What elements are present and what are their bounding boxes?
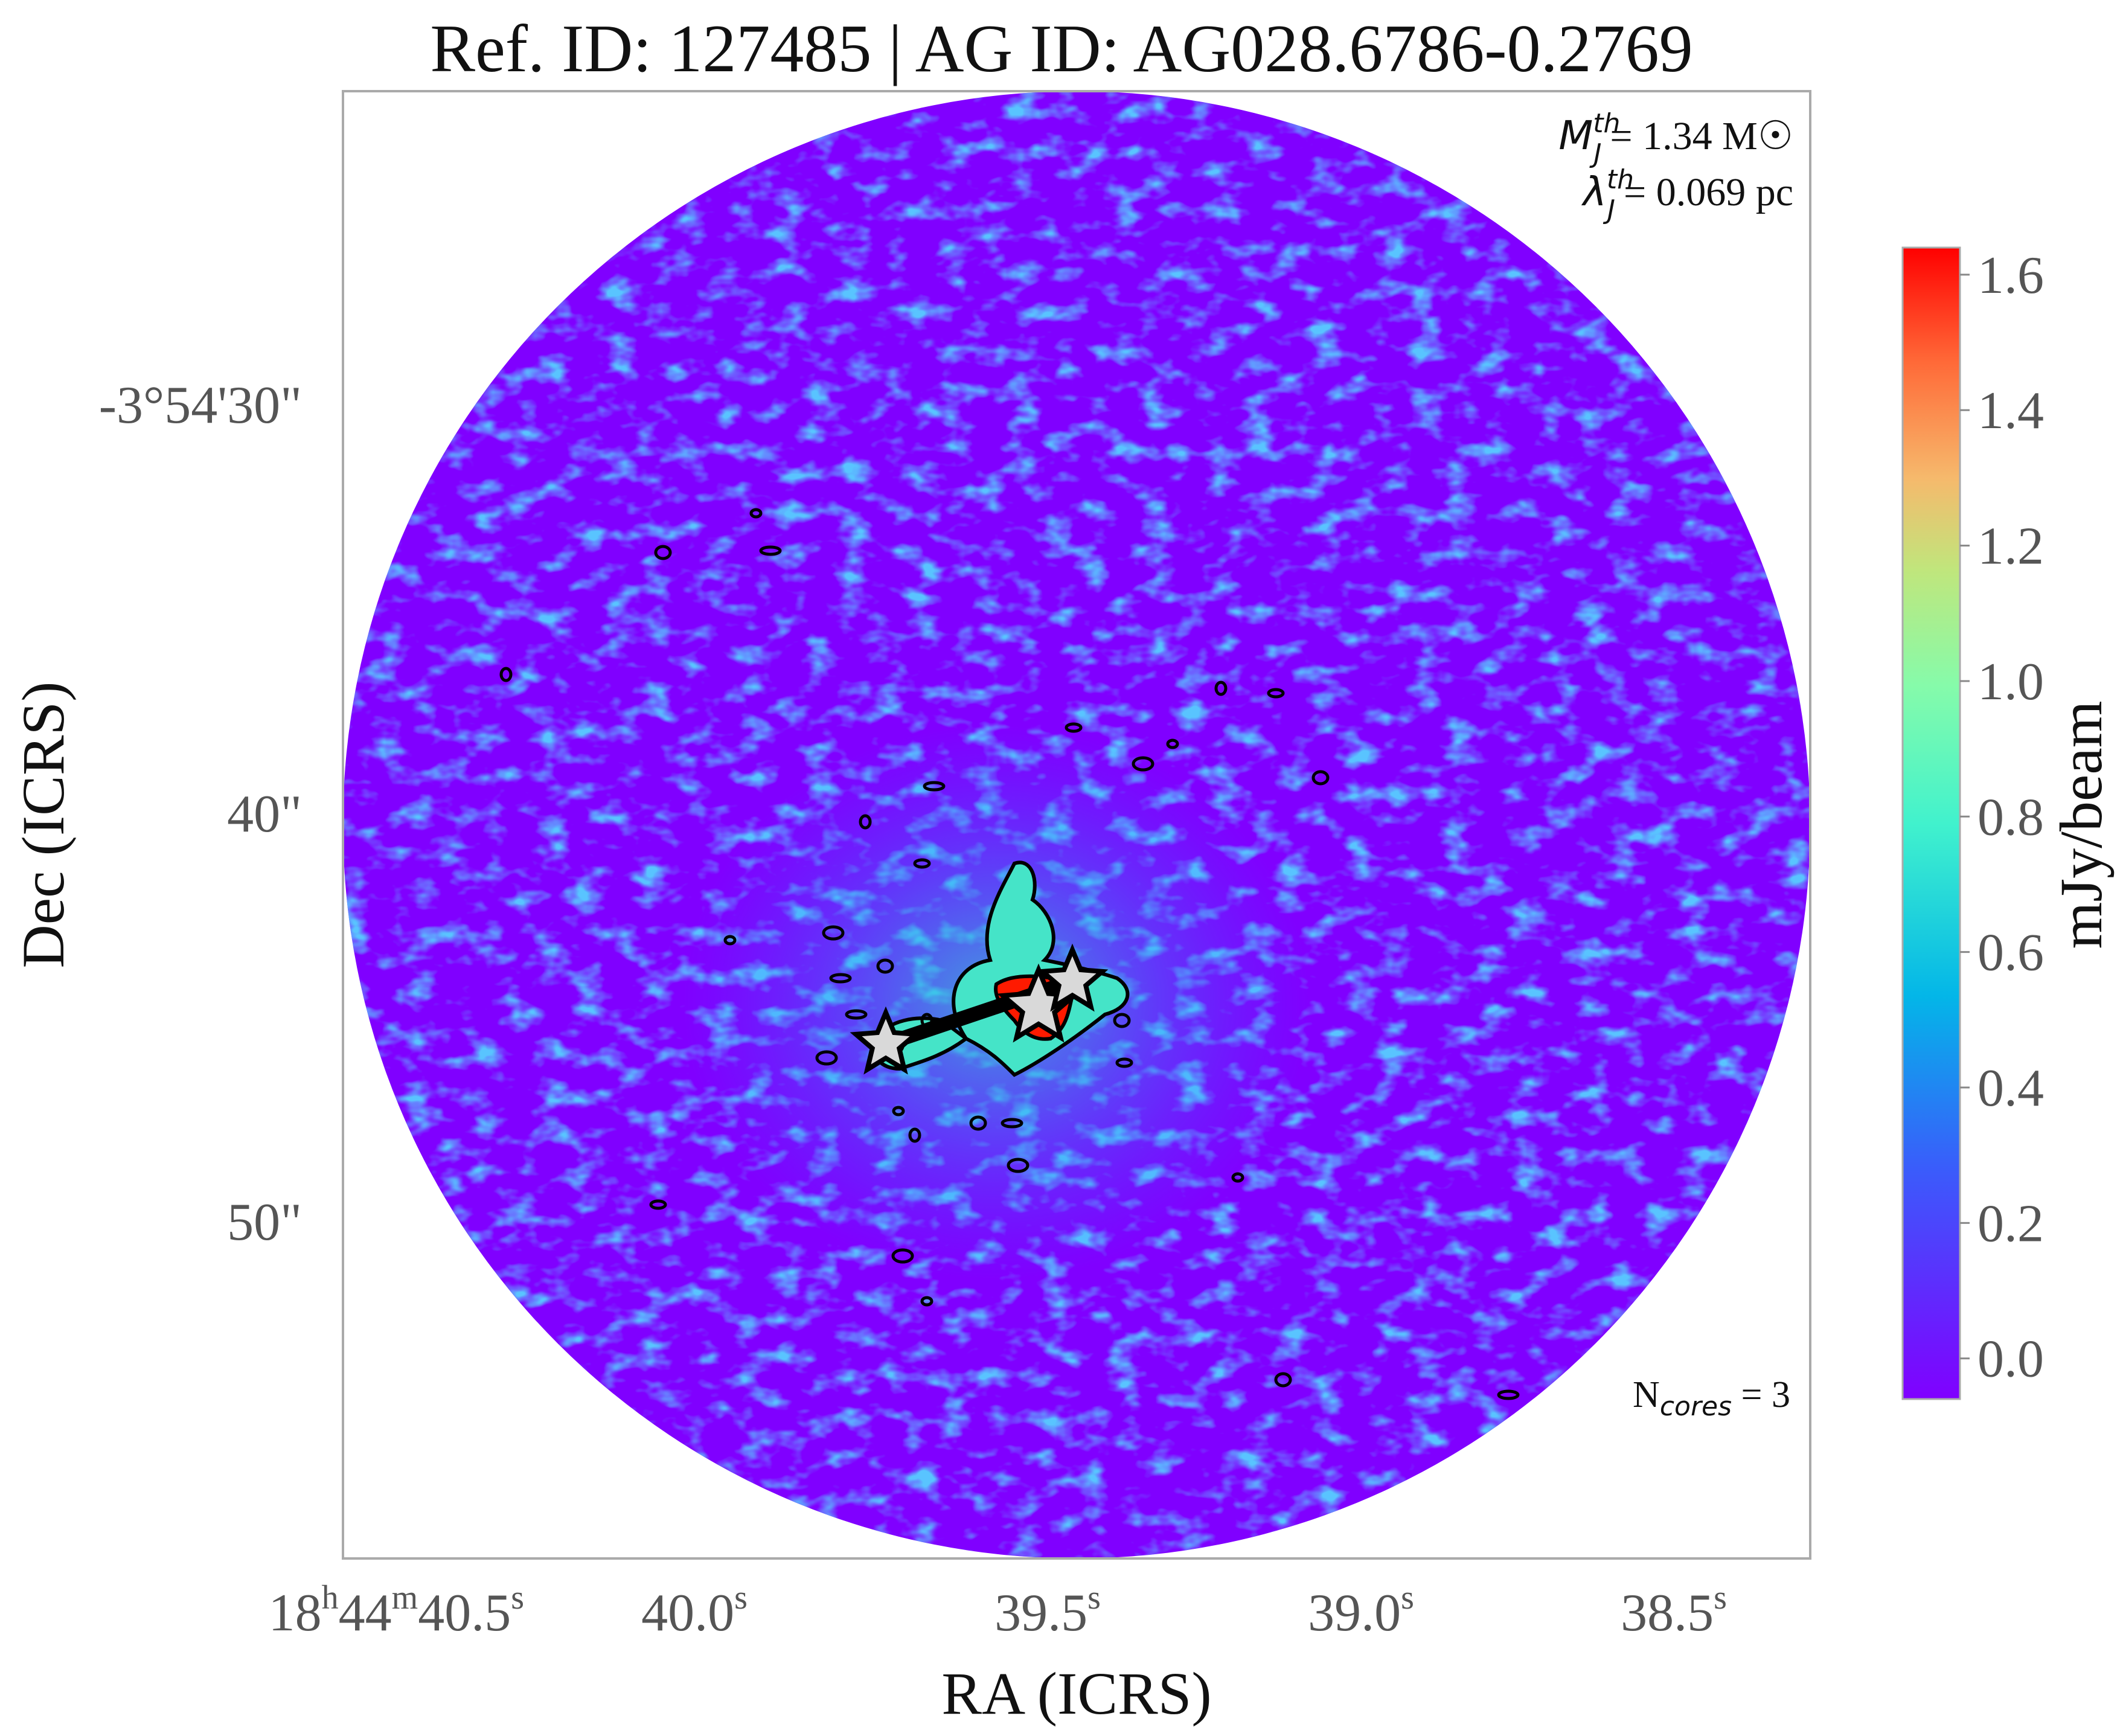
- colorbar-gradient: [1901, 246, 1961, 1400]
- x-tick-label: 40.0s: [641, 1579, 748, 1642]
- contour-island: [822, 925, 845, 941]
- contour-island: [759, 545, 782, 556]
- length-symbol: λ: [1581, 168, 1607, 215]
- contour-island: [1065, 722, 1083, 733]
- ncores-value: = 3: [1732, 1374, 1790, 1415]
- contour-island: [1007, 1158, 1029, 1173]
- contour-island: [1166, 738, 1179, 749]
- colorbar-tick-label: 0.2: [1977, 1194, 2044, 1253]
- colorbar-label: mJy/beam: [2048, 700, 2115, 949]
- colorbar-tick-label: 0.8: [1977, 788, 2044, 847]
- contour-island: [892, 1106, 905, 1116]
- mass-symbol: M: [1558, 112, 1593, 159]
- y-tick-label: -3°54'30": [99, 376, 302, 435]
- colorbar-tick-label: 0.6: [1977, 924, 2044, 982]
- colorbar-tick-label: 0.0: [1977, 1330, 2044, 1389]
- contour-island: [723, 935, 737, 946]
- contour-island: [829, 973, 852, 984]
- contour-island: [923, 781, 946, 792]
- contour-island: [1113, 1013, 1131, 1028]
- y-tick-label: 50": [227, 1193, 302, 1252]
- colorbar-tick-label: 1.4: [1977, 382, 2044, 440]
- colorbar-tick-label: 0.4: [1977, 1059, 2044, 1118]
- jeans-length-annotation: λth J = 0.069 pc: [1581, 164, 1793, 225]
- contour-island: [499, 667, 513, 682]
- colorbar-tick-label: 1.6: [1977, 246, 2044, 305]
- contour-island: [749, 508, 763, 519]
- contour-island: [1274, 1372, 1292, 1388]
- y-tick-label: 40": [227, 785, 302, 844]
- contour-island: [908, 1127, 921, 1143]
- ncores-prefix: N: [1633, 1374, 1660, 1415]
- x-axis-label: RA (ICRS): [941, 1660, 1211, 1727]
- core-markers: [850, 943, 1109, 1075]
- ncores-sub: cores: [1660, 1391, 1732, 1422]
- plot-frame: [342, 90, 1811, 1560]
- contour-island: [891, 1248, 914, 1264]
- contour-island: [649, 1199, 667, 1210]
- contour-islands: [499, 508, 1520, 1400]
- contour-island: [1132, 756, 1154, 772]
- mass-value: = 1.34 M☉: [1610, 114, 1793, 158]
- contour-island: [913, 858, 931, 869]
- chart-title: Ref. ID: 127485 | AG ID: AG028.6786-0.27…: [430, 11, 1692, 86]
- x-tick-label: 39.5s: [994, 1579, 1101, 1642]
- x-tick-label: 39.0s: [1308, 1579, 1414, 1642]
- length-value: = 0.069 pc: [1624, 170, 1793, 214]
- x-tick-label: 18h44m40.5s: [269, 1579, 524, 1642]
- x-tick-label: 38.5s: [1621, 1579, 1727, 1642]
- contour-island: [845, 1009, 868, 1020]
- intensity-map: [343, 91, 1810, 1558]
- length-sup: th: [1607, 164, 1634, 195]
- mass-sup: th: [1593, 108, 1620, 139]
- contour-island: [969, 1115, 987, 1131]
- contour-island: [1214, 681, 1228, 696]
- core-star-marker: [1036, 943, 1109, 1012]
- contour-island: [920, 1296, 933, 1307]
- contour-island: [1115, 1057, 1133, 1068]
- y-axis-label: Dec (ICRS): [10, 682, 77, 969]
- contour-island: [654, 545, 672, 560]
- contour-island: [1267, 688, 1285, 699]
- contour-island: [1001, 1118, 1023, 1129]
- jeans-mass-annotation: Mth J = 1.34 M☉: [1558, 108, 1793, 169]
- contour-island: [1311, 770, 1330, 786]
- colorbar-tick-label: 1.0: [1977, 653, 2044, 711]
- colorbar: 0.0 0.2 0.4 0.6 0.8 1.0 1.2 1.4 1.6 mJy/beam: [1901, 246, 2115, 1400]
- contour-island: [1231, 1172, 1244, 1183]
- ncores-annotation: Ncores = 3: [1633, 1374, 1790, 1422]
- core-star-marker: [850, 1006, 922, 1075]
- contour-island: [1497, 1389, 1520, 1400]
- contour-island: [859, 814, 872, 830]
- contour-island: [815, 1050, 838, 1066]
- colorbar-tick-label: 1.2: [1977, 517, 2044, 576]
- contour-island: [876, 958, 894, 974]
